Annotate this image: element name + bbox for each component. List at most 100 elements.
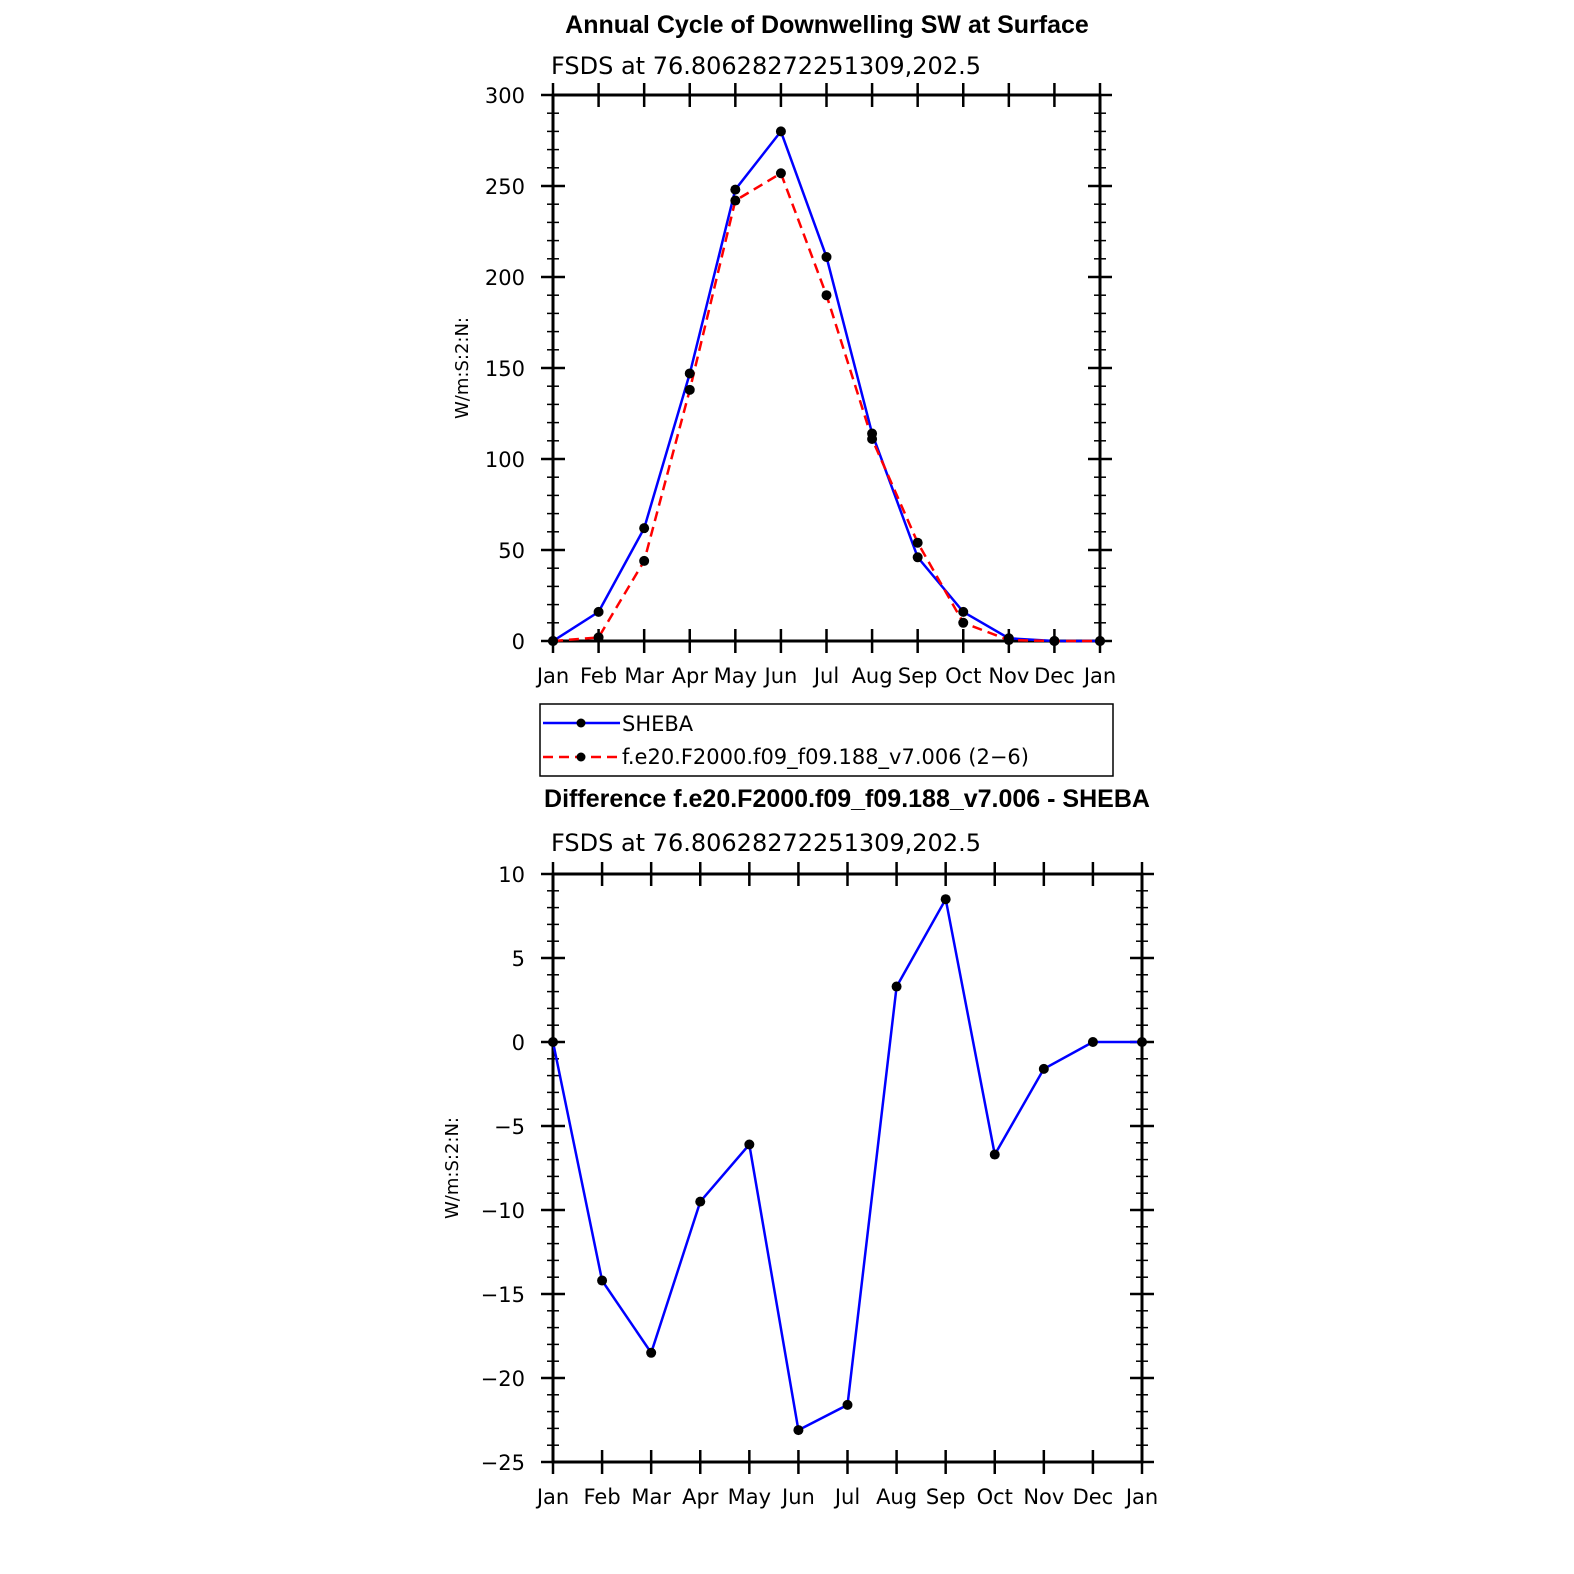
- x-tick-label: Feb: [580, 664, 617, 688]
- data-point: [1137, 1037, 1147, 1047]
- data-point: [646, 1347, 657, 1358]
- x-tick-label: Sep: [898, 664, 938, 688]
- series-group: [548, 126, 1105, 646]
- data-point: [684, 368, 695, 379]
- legend-marker-sheba: [576, 718, 586, 728]
- data-point: [1049, 636, 1060, 646]
- y-tick-label: 100: [485, 448, 525, 472]
- y-tick-label: 150: [485, 357, 525, 381]
- data-point: [989, 1149, 1000, 1160]
- x-tick-labels: Jan Feb Mar Apr May Jun Jul Aug Sep Oct Nov Dec Jan: [535, 664, 1116, 688]
- data-point: [593, 606, 604, 617]
- x-tick-label: Apr: [682, 1485, 719, 1509]
- plot-frame: [551, 93, 1102, 643]
- data-point: [730, 184, 741, 195]
- data-point: [958, 606, 969, 617]
- x-tick-label: Feb: [583, 1485, 620, 1509]
- chart-title: Annual Cycle of Downwelling SW at Surfac…: [565, 11, 1089, 39]
- y-tick-label: 0: [512, 1031, 525, 1055]
- x-tick-label: Mar: [624, 664, 664, 688]
- y-tick-label: −5: [494, 1115, 525, 1139]
- data-point: [891, 981, 902, 992]
- y-tick-label: 300: [485, 84, 525, 108]
- plot-frame: [551, 872, 1144, 1464]
- data-point: [593, 632, 604, 643]
- x-tick-label: Aug: [852, 664, 893, 688]
- y-tick-label: 0: [512, 630, 525, 654]
- x-tick-label: Nov: [988, 664, 1029, 688]
- x-tick-label: Jun: [763, 664, 798, 688]
- difference-panel: Difference f.e20.F2000.f09_f09.188_v7.00…: [442, 785, 1158, 1509]
- data-point: [912, 537, 923, 548]
- series-line: [552, 128, 1100, 643]
- data-point: [821, 251, 832, 262]
- x-tick-label: Nov: [1023, 1485, 1064, 1509]
- x-tick-label: Jul: [833, 1485, 860, 1509]
- data-point: [912, 552, 923, 563]
- y-tick-label: 50: [498, 539, 525, 563]
- legend-box: [539, 703, 1114, 777]
- data-point: [1003, 635, 1014, 646]
- data-point: [821, 290, 832, 301]
- x-tick-label: Jan: [535, 664, 569, 688]
- legend-label-sheba: SHEBA: [622, 712, 694, 736]
- x-tick-labels: Jan Feb Mar Apr May Jun Jul Aug Sep Oct Nov Dec Jan: [535, 1485, 1158, 1509]
- chart-subtitle: FSDS at 76.80628272251309,202.5: [551, 829, 981, 857]
- y-tick-label: 200: [485, 266, 525, 290]
- legend-label-model: f.e20.F2000.f09_f09.188_v7.006 (2−6): [622, 745, 1029, 770]
- axis-ticks: [541, 862, 1154, 1474]
- y-tick-label: −25: [481, 1451, 525, 1475]
- data-point: [730, 195, 741, 206]
- y-tick-labels: 0 50 100 150 200 250 300: [485, 84, 525, 654]
- legend-marker-model: [576, 752, 586, 762]
- x-tick-label: Jan: [535, 1485, 569, 1509]
- y-tick-labels: −25 −20 −15 −10 −5 0 5 10: [481, 863, 525, 1475]
- y-tick-label: 5: [512, 947, 525, 971]
- data-point: [695, 1196, 706, 1207]
- x-tick-label: May: [728, 1485, 771, 1509]
- x-tick-label: Jun: [780, 1485, 815, 1509]
- y-tick-label: −10: [481, 1199, 525, 1223]
- data-point: [639, 555, 650, 566]
- data-point: [1095, 636, 1105, 646]
- chart-title: Difference f.e20.F2000.f09_f09.188_v7.00…: [544, 785, 1150, 813]
- data-point: [548, 1037, 558, 1047]
- chart-subtitle: FSDS at 76.80628272251309,202.5: [551, 52, 981, 80]
- data-point: [775, 168, 786, 179]
- y-tick-label: 10: [498, 863, 525, 887]
- data-point: [867, 433, 878, 444]
- data-point: [597, 1275, 608, 1286]
- data-point: [744, 1139, 755, 1150]
- data-point: [1087, 1037, 1098, 1047]
- annual-cycle-panel: Annual Cycle of Downwelling SW at Surfac…: [452, 11, 1116, 777]
- series-line: [551, 895, 1142, 1432]
- axis-ticks: [541, 83, 1112, 653]
- y-tick-label: −20: [481, 1367, 525, 1391]
- data-point: [958, 617, 969, 628]
- x-tick-label: Apr: [672, 664, 709, 688]
- x-tick-label: Aug: [876, 1485, 917, 1509]
- series-line: [552, 171, 1100, 643]
- series-group: [548, 894, 1147, 1436]
- data-point: [684, 384, 695, 395]
- x-tick-label: Mar: [631, 1485, 671, 1509]
- x-tick-label: Dec: [1034, 664, 1075, 688]
- x-tick-label: Jul: [812, 664, 839, 688]
- y-tick-label: −15: [481, 1283, 525, 1307]
- x-tick-label: May: [714, 664, 757, 688]
- data-point: [548, 636, 558, 646]
- legend: SHEBA f.e20.F2000.f09_f09.188_v7.006 (2−…: [539, 703, 1114, 777]
- data-point: [775, 126, 786, 137]
- data-point: [842, 1399, 853, 1410]
- y-axis-label: W/m:S:2:N:: [442, 1117, 463, 1219]
- x-tick-label: Sep: [926, 1485, 966, 1509]
- x-tick-label: Oct: [945, 664, 981, 688]
- data-point: [793, 1425, 804, 1436]
- data-point: [1038, 1063, 1049, 1074]
- y-tick-label: 250: [485, 175, 525, 199]
- x-tick-label: Jan: [1124, 1485, 1158, 1509]
- y-axis-label: W/m:S:2:N:: [452, 317, 473, 419]
- x-tick-label: Jan: [1082, 664, 1116, 688]
- data-point: [940, 894, 951, 905]
